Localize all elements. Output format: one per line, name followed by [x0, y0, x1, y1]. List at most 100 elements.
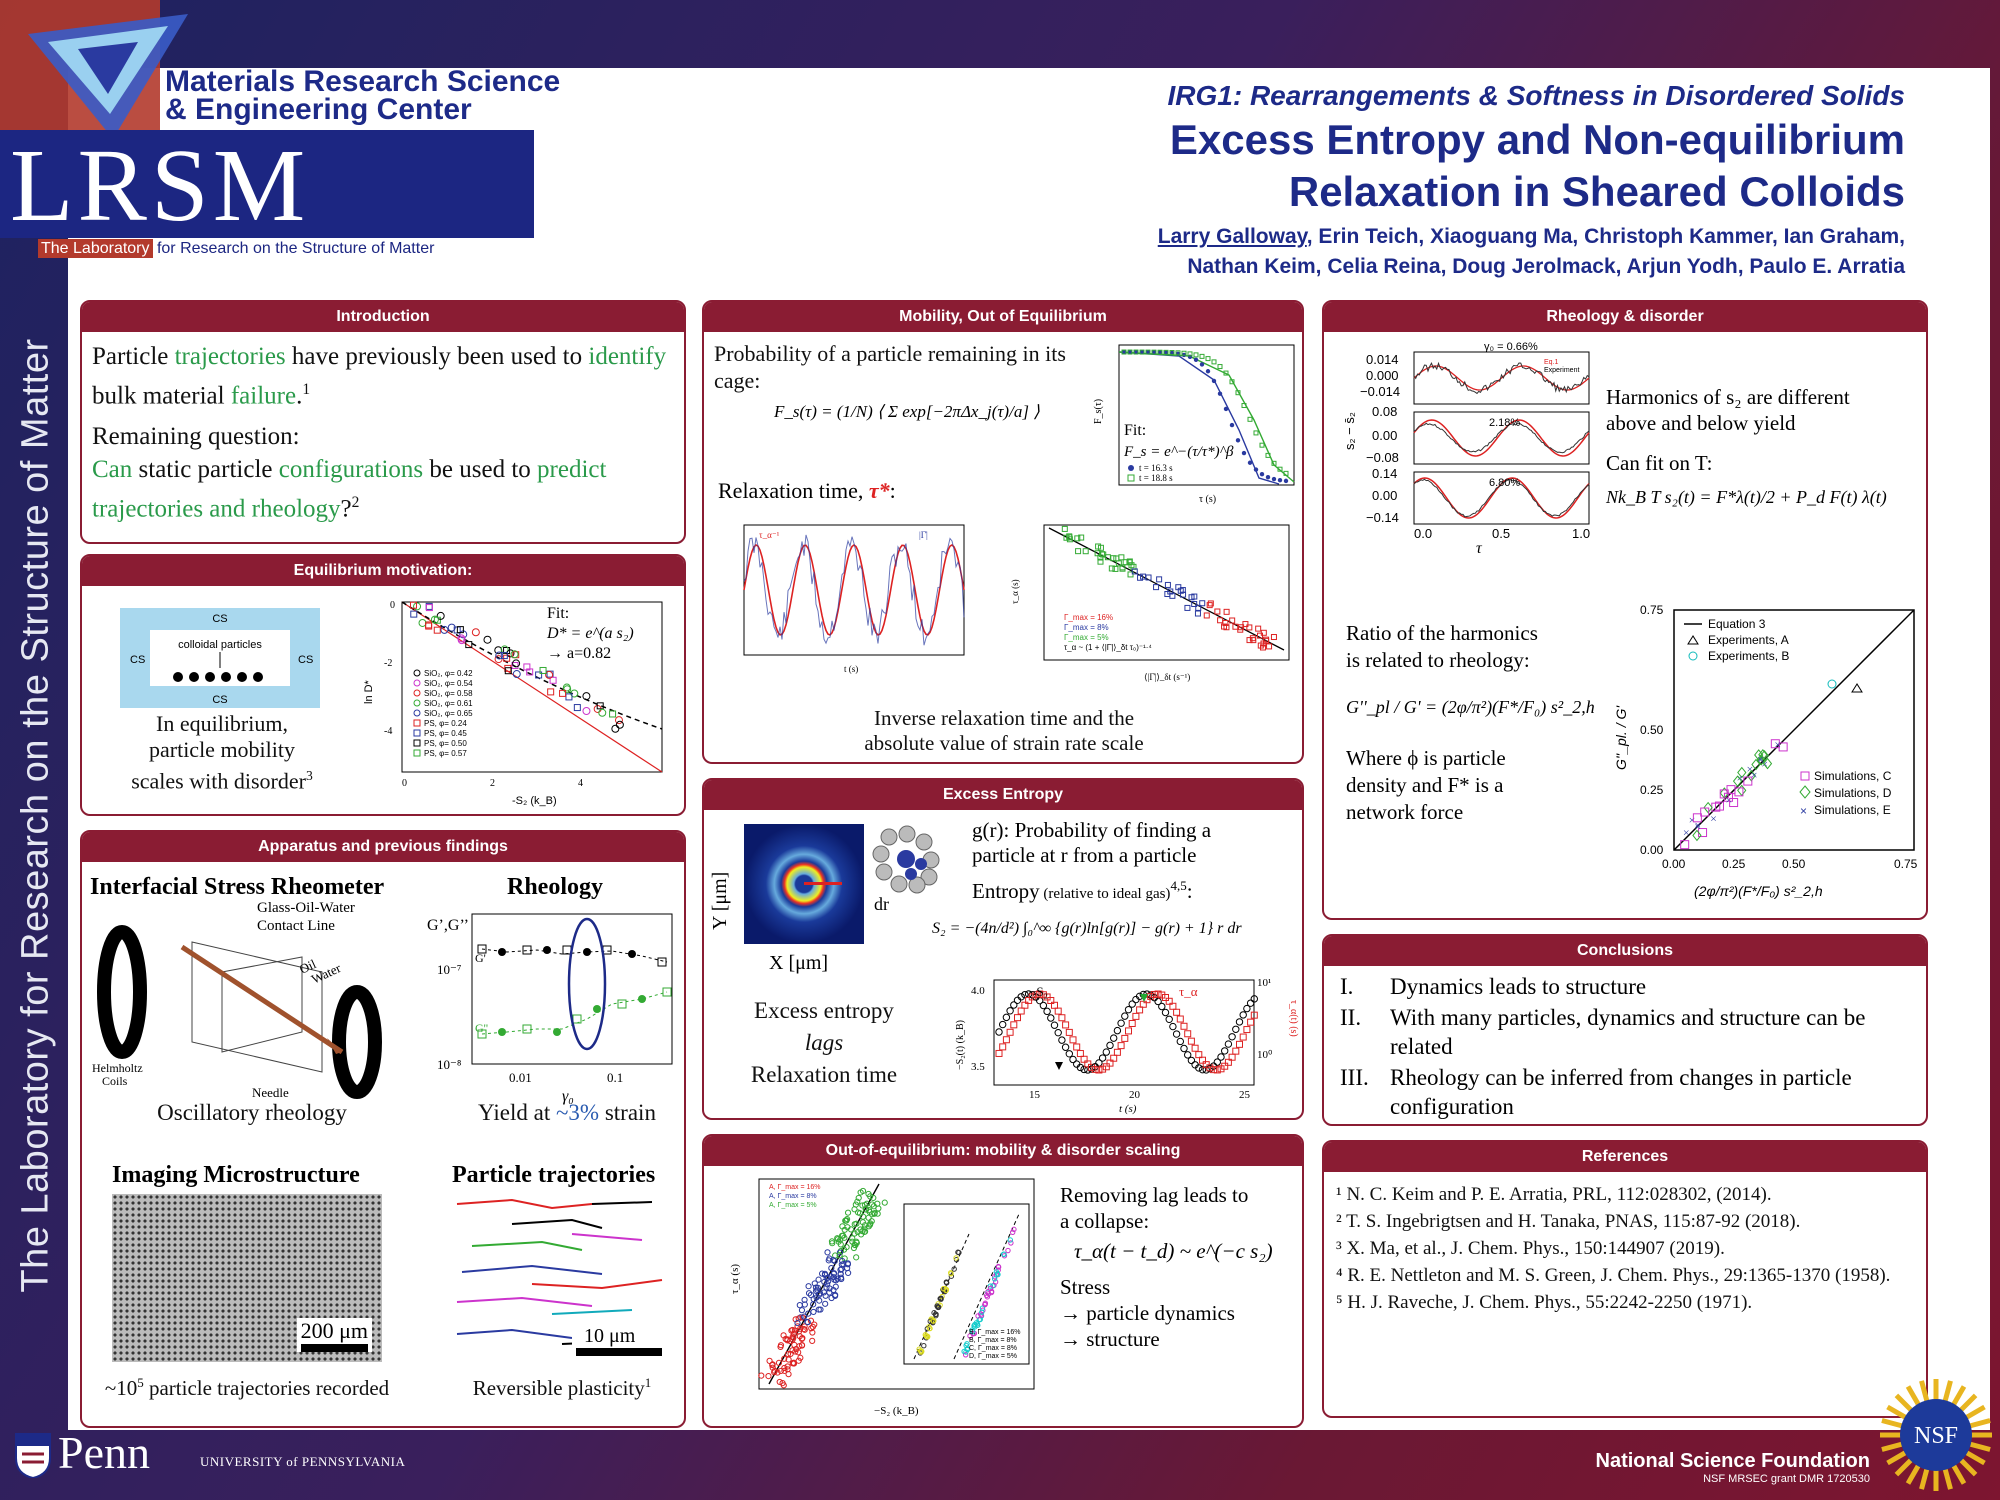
cs-label-left: CS: [130, 654, 145, 666]
tau-point: [1047, 997, 1055, 1005]
yield-highlight: [567, 917, 607, 1051]
collapse-point-c: [974, 1321, 981, 1327]
collapse-point-a: [792, 1348, 799, 1355]
harm-xtick-1: 0.5: [1492, 526, 1510, 540]
entropy-point: [1106, 1041, 1114, 1050]
tau-rate-point: [1061, 525, 1068, 532]
collapse-point-c: [988, 1288, 995, 1295]
fs-point-b: [1265, 452, 1271, 458]
collapse-point-a: [844, 1209, 852, 1216]
tau-rate-point: [1250, 637, 1257, 644]
tau-rate-point: [1266, 643, 1273, 650]
equil-point: [582, 692, 591, 701]
ooe-xlabel: −S₂ (k_B): [874, 1405, 919, 1417]
helmholtz-coil-left: [97, 925, 147, 1059]
equil-point: [410, 610, 418, 618]
g-dprime-point: [617, 999, 627, 1009]
ent-xlabel: t (s): [1119, 1103, 1137, 1115]
entropy-point: [1050, 1021, 1059, 1029]
tau-point: [1224, 1058, 1232, 1066]
tau-point: [1051, 1001, 1058, 1009]
tau-point: [1236, 1040, 1243, 1048]
tau-point: [1110, 1054, 1118, 1062]
collapse-point-a: [837, 1236, 844, 1243]
tau-rate-point: [1191, 593, 1198, 600]
collapse-point-a: [844, 1260, 851, 1267]
collapse-point-a: [791, 1341, 798, 1349]
collapse-point-a: [862, 1206, 869, 1213]
penn-subtitle: UNIVERSITY of PENNSYLVANIA: [200, 1454, 406, 1469]
fs-ylabel: F_s(τ): [1093, 399, 1104, 424]
trajectories-plot: 10 μm: [456, 1198, 667, 1360]
tau-point: [1221, 1062, 1229, 1070]
collapse-point-b: [937, 1295, 943, 1302]
sim-e-point: ×: [1758, 753, 1765, 767]
harm-title-1: 2.18%: [1489, 417, 1520, 429]
equil-legend-entry: PS, φ= 0.50: [424, 739, 467, 748]
equil-point: [430, 615, 439, 624]
tau-rate-point: [1097, 544, 1104, 551]
collapse-point-a: [821, 1270, 829, 1277]
collapse-point-a: [856, 1210, 864, 1217]
collapse-point-a: [781, 1364, 788, 1372]
collapse-point-a: [825, 1278, 832, 1285]
collapse-point-a: [798, 1307, 806, 1314]
collapse-point-a: [847, 1226, 855, 1233]
mrsec-line2: & Engineering Center: [165, 93, 472, 126]
collapse-point-a: [811, 1280, 818, 1287]
conclusion-item: I. Dynamics leads to structure: [1340, 972, 1916, 1001]
collapse-point-a: [871, 1210, 878, 1217]
reference-item: ⁵ H. J. Raveche, J. Chem. Phys., 55:2242…: [1336, 1292, 1753, 1313]
entropy-point: [1043, 1007, 1051, 1016]
tau-point: [1095, 1066, 1103, 1074]
rs-xtick-2: 0.50: [1782, 857, 1806, 871]
sim-d-point: [1732, 775, 1743, 787]
sim-d-point: [1692, 829, 1702, 842]
collapse-point-a: [851, 1221, 858, 1228]
equil-legend-marker: [413, 719, 421, 727]
tau-point: [1073, 1043, 1081, 1051]
gr-xlabel: X [μm]: [769, 952, 829, 974]
mobility-section: Mobility, Out of Equilibrium Probability…: [702, 300, 1304, 764]
collapse-point-a: [829, 1240, 836, 1247]
tau-point: [1054, 1007, 1062, 1015]
isr-diagram: Glass-Oil-Water Contact Line Oil Water H…: [92, 902, 382, 1100]
tau-rate-point: [1066, 536, 1073, 543]
equil-point: [563, 685, 572, 694]
needle: [180, 944, 344, 1055]
ent-xtick-2: 25: [1239, 1089, 1251, 1101]
tau-point: [1017, 1007, 1025, 1015]
equil-point: [471, 628, 480, 637]
collapse-point-a: [785, 1371, 792, 1378]
sim-e-point: ×: [1761, 757, 1768, 771]
tau-rate-point: [1191, 601, 1198, 608]
tau-point: [1076, 1050, 1084, 1058]
equil-point: [465, 641, 473, 649]
conclusion-num: III.: [1340, 1065, 1369, 1090]
sim-e-point: ×: [1751, 768, 1758, 782]
tau-rate-point: [1078, 534, 1085, 541]
tau-rate-point: [1099, 551, 1106, 558]
collapse-point-a: [828, 1294, 835, 1302]
tau-rate-point: [1063, 534, 1070, 541]
collapse-point-c: [995, 1264, 1002, 1270]
tau-point: [1006, 1028, 1014, 1036]
collapse-point-c: [1011, 1226, 1017, 1233]
collapse-point-a: [808, 1325, 815, 1332]
fs-fit-eq: F_s = e^−(τ/τ*)^β: [1123, 444, 1234, 460]
equil-point: [436, 611, 445, 620]
rheo-ytick-1: 10⁻⁸: [437, 1057, 462, 1072]
equil-point: [549, 676, 557, 684]
tau-point: [1113, 1048, 1121, 1056]
equil-point: [539, 666, 547, 674]
fs-point-b: [1223, 370, 1229, 376]
collapse-point-a: [815, 1276, 822, 1283]
equil-point: [512, 659, 521, 668]
collapse-point-a: [865, 1190, 872, 1198]
equil-point: [512, 670, 521, 679]
collapse-point-a: [809, 1337, 816, 1344]
entropy-lag-timeseries: −S₂ τ_α 4.0 3.5 10¹ 10⁰ 15 20 25 t (s) −…: [955, 977, 1299, 1115]
poster-title: Excess Entropy and Non-equilibrium Relax…: [1158, 114, 1905, 218]
ent-yleft-1: 3.5: [971, 1061, 985, 1073]
collapse-point-a: [807, 1291, 815, 1299]
